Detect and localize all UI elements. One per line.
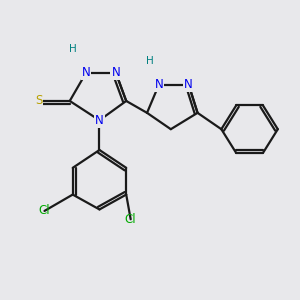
- Text: N: N: [184, 78, 193, 91]
- Text: H: H: [69, 44, 76, 54]
- Text: Cl: Cl: [125, 213, 136, 226]
- Text: H: H: [146, 56, 154, 66]
- Text: N: N: [82, 66, 91, 79]
- Text: N: N: [111, 66, 120, 79]
- Text: S: S: [35, 94, 42, 107]
- Text: N: N: [95, 114, 104, 127]
- Text: N: N: [154, 78, 163, 91]
- Text: Cl: Cl: [39, 204, 50, 218]
